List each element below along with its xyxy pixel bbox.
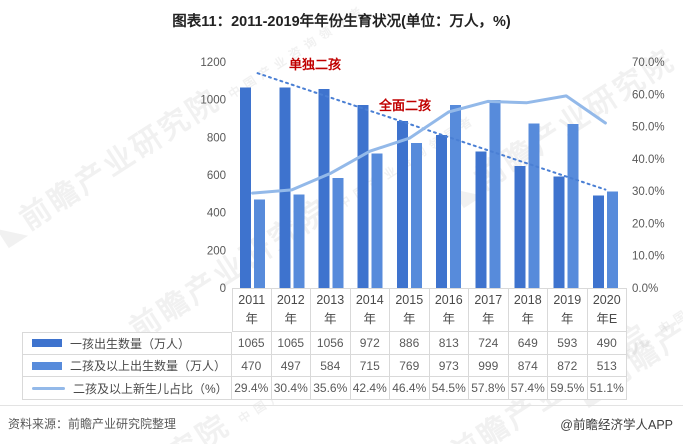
legend-swatch-bar-medium (32, 361, 62, 370)
table-cell: 57.4% (508, 377, 548, 401)
table-cell: 1056 (311, 332, 351, 355)
table-cell: 999 (469, 354, 509, 378)
bar-first-child (318, 89, 330, 288)
left-axis-tick: 200 (207, 245, 226, 257)
right-axis-tick: 50.0% (632, 122, 665, 134)
right-axis-tick: 0.0% (632, 283, 658, 295)
series-label: 一孩出生数量（万人） (70, 336, 191, 351)
year-header-cell: 2014 年 (350, 288, 390, 332)
bar-second-child (606, 191, 618, 288)
table-cell: 813 (429, 332, 469, 355)
table-row-label: 一孩出生数量（万人） (22, 332, 232, 355)
table-cell: 42.4% (350, 377, 390, 401)
bar-second-child (528, 123, 540, 289)
year-header-cell: 2012 年 (271, 288, 311, 332)
annotation-quanmian-erhai: 全面二孩 (379, 98, 432, 113)
right-axis-tick: 30.0% (632, 186, 665, 198)
table-cell: 59.5% (548, 377, 588, 401)
ratio-line (251, 94, 607, 195)
bar-first-child (553, 176, 565, 288)
page-title: 图表11：2011-2019年年份生育状况(单位：万人，%) (172, 14, 511, 30)
table-row-label: 二孩及以上新生儿占比（%） (22, 377, 232, 401)
bar-first-child (436, 134, 448, 288)
table-cell: 470 (232, 354, 272, 378)
annotation-dandu-erhai: 单独二孩 (289, 57, 342, 72)
table-cell: 29.4% (232, 377, 272, 401)
table-cell: 715 (350, 354, 390, 378)
bar-second-child (371, 153, 383, 288)
table-cell: 490 (587, 332, 627, 355)
bar-first-child (514, 165, 526, 288)
right-axis-tick: 60.0% (632, 89, 665, 101)
bar-second-child (567, 123, 579, 288)
left-axis-tick: 400 (207, 208, 226, 220)
table-cell: 874 (508, 354, 548, 378)
data-table: 2011 年 2012 年 2013 年 2014 年 2015 年 2016 年 2017… (22, 288, 627, 401)
year-header-cell: 2015 年 (390, 288, 430, 332)
year-header-cell: 2017 年 (469, 288, 509, 332)
footer-divider (0, 405, 683, 406)
table-cell: 769 (390, 354, 430, 378)
series-label: 二孩及以上新生儿占比（%） (73, 381, 228, 396)
bar-first-child (592, 195, 604, 288)
table-cell: 972 (350, 332, 390, 355)
bar-first-child (475, 151, 487, 288)
chart-canvas: 1200 1000 800 600 400 200 0 70.0% 60.0% 50.0% 40.0… (200, 57, 665, 295)
series-label: 二孩及以上出生数量（万人） (70, 359, 227, 374)
year-header-cell: 2019 年 (548, 288, 588, 332)
year-header-cell: 2013 年 (311, 288, 351, 332)
bar-first-child (279, 87, 291, 289)
table-cell: 1065 (271, 332, 311, 355)
table-cell: 872 (548, 354, 588, 378)
table-cell: 30.4% (271, 377, 311, 401)
bar-first-child (240, 87, 252, 289)
table-cell: 497 (271, 354, 311, 378)
left-axis-tick: 0 (220, 283, 226, 295)
year-header-cell: 2018 年 (508, 288, 548, 332)
bar-second-child (293, 194, 305, 288)
table-cell: 724 (469, 332, 509, 355)
right-axis-tick: 40.0% (632, 154, 665, 166)
legend-swatch-bar-dark (32, 339, 62, 348)
footer-source: 资料来源：前瞻产业研究院整理 (8, 417, 177, 431)
bar-second-child (489, 99, 501, 289)
year-header-cell: 2011 年 (232, 288, 272, 332)
table-cell: 54.5% (429, 377, 469, 401)
table-cell: 649 (508, 332, 548, 355)
left-axis-tick: 800 (207, 132, 226, 144)
bar-first-child (357, 104, 369, 289)
year-header-cell: 2016 年 (429, 288, 469, 332)
table-cell: 57.8% (469, 377, 509, 401)
left-axis-tick: 1000 (200, 95, 226, 107)
table-cell: 584 (311, 354, 351, 378)
trend-line (256, 72, 607, 191)
right-axis-tick: 10.0% (632, 251, 665, 263)
table-cell: 35.6% (311, 377, 351, 401)
legend-swatch-line-light (32, 386, 65, 390)
bar-first-child (396, 121, 408, 288)
footer-credit: @前瞻经济学人APP (560, 418, 673, 432)
bar-second-child (254, 199, 266, 288)
table-cell: 593 (548, 332, 588, 355)
year-header-cell: 2020 年E (587, 288, 627, 332)
right-axis-tick: 20.0% (632, 218, 665, 230)
table-corner-spacer (22, 288, 232, 332)
left-axis-tick: 1200 (200, 57, 226, 69)
table-cell: 973 (429, 354, 469, 378)
table-cell: 46.4% (390, 377, 430, 401)
bar-second-child (450, 104, 462, 288)
right-axis-tick: 70.0% (632, 57, 665, 69)
bar-second-child (410, 143, 422, 288)
table-row-label: 二孩及以上出生数量（万人） (22, 354, 232, 378)
table-cell: 886 (390, 332, 430, 355)
table-cell: 1065 (232, 332, 272, 355)
table-cell: 513 (587, 354, 627, 378)
left-axis-tick: 600 (207, 170, 226, 182)
bar-second-child (332, 178, 344, 288)
table-cell: 51.1% (587, 377, 627, 401)
